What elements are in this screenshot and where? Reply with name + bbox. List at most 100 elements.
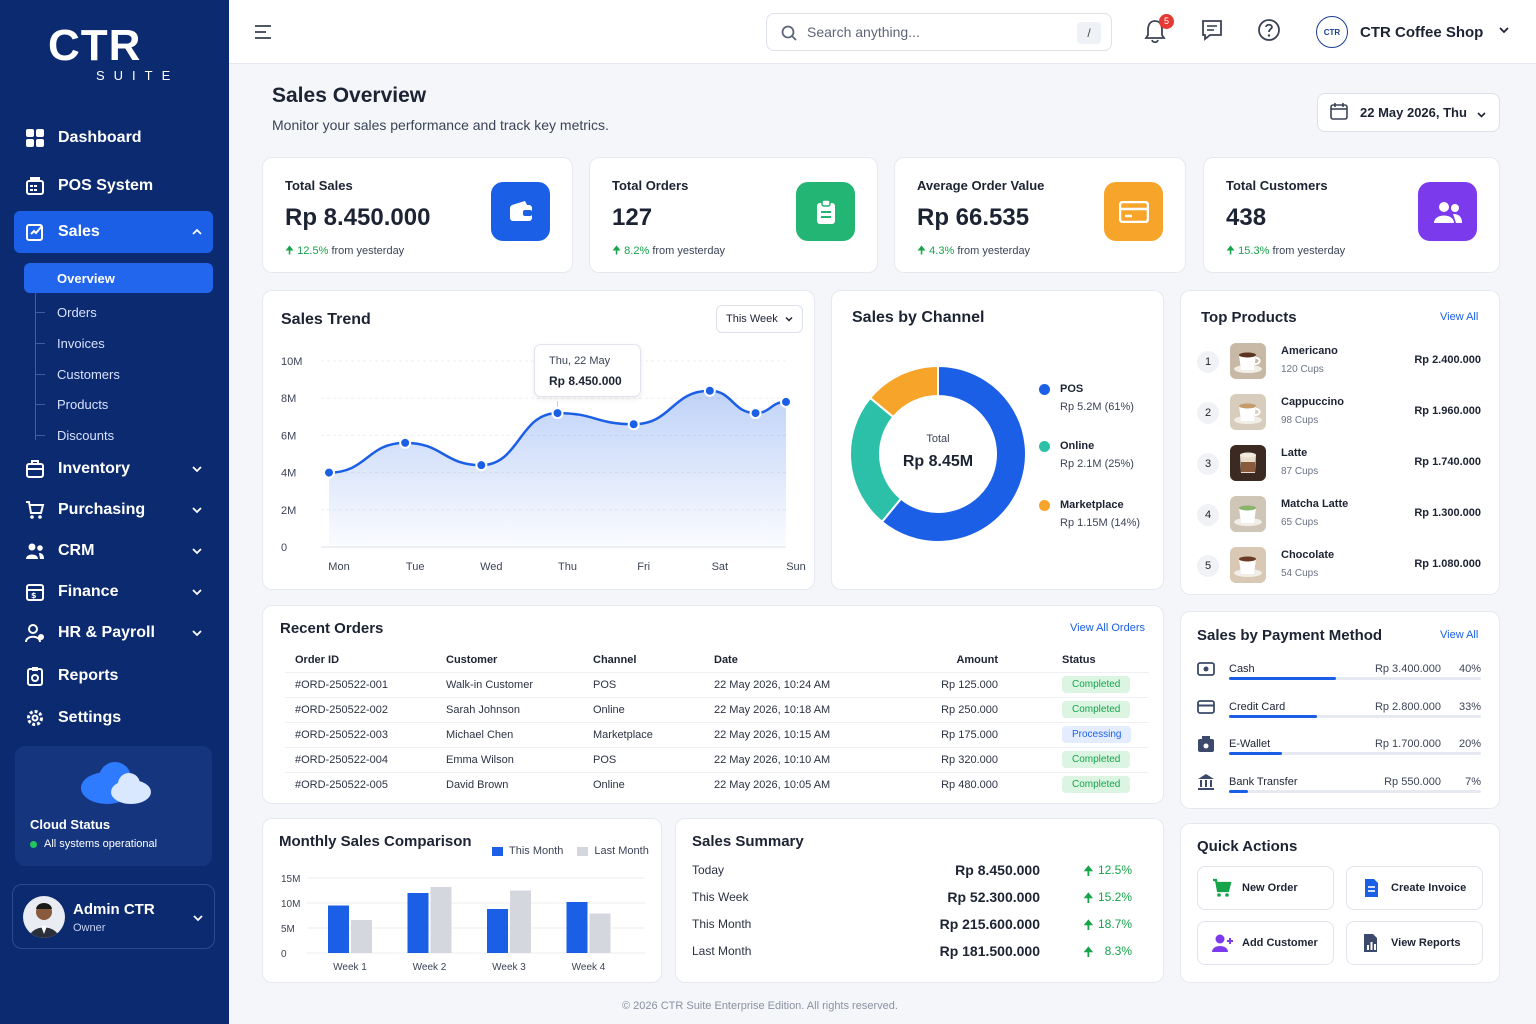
trend-point[interactable] bbox=[627, 418, 640, 431]
bar-last-month[interactable] bbox=[510, 890, 531, 954]
bar-this-month[interactable] bbox=[328, 905, 349, 954]
view-all-orders-link[interactable]: View All Orders bbox=[1070, 622, 1145, 634]
payment-percent: 40% bbox=[1458, 663, 1481, 675]
bar-this-month[interactable] bbox=[487, 909, 508, 953]
table-row[interactable]: #ORD-250522-004 Emma Wilson POS 22 May 2026… bbox=[285, 746, 1149, 772]
help-button[interactable] bbox=[1257, 18, 1285, 46]
product-row[interactable]: 2 Cappuccino 98 Cups Rp 1.960.000 bbox=[1197, 394, 1481, 434]
card-icon bbox=[1197, 698, 1215, 719]
table-cell: Rp 480.000 bbox=[870, 771, 1042, 797]
kpi-card-total-orders[interactable]: Total Orders 127 🠉 8.2% from yesterday bbox=[589, 157, 878, 273]
quick-action-label: Create Invoice bbox=[1391, 882, 1467, 894]
sales-icon bbox=[24, 221, 46, 243]
table-cell: POS bbox=[583, 746, 704, 772]
sidebar-item-finance[interactable]: $ Finance bbox=[14, 571, 213, 613]
legend-swatch bbox=[577, 846, 589, 856]
messages-button[interactable] bbox=[1200, 18, 1228, 46]
payment-row[interactable]: Cash Rp 3.400.000 40% bbox=[1197, 660, 1483, 696]
kpi-card-total-customers[interactable]: Total Customers 438 🠉 15.3% from yesterd… bbox=[1203, 157, 1500, 273]
table-row[interactable]: #ORD-250522-001 Walk-in Customer POS 22 May… bbox=[285, 671, 1149, 697]
bar-last-month[interactable] bbox=[589, 913, 611, 954]
summary-label: Today bbox=[692, 863, 725, 877]
payment-row[interactable]: Credit Card Rp 2.800.000 33% bbox=[1197, 698, 1483, 734]
sidebar-item-dashboard[interactable]: Dashboard bbox=[14, 117, 213, 159]
sidebar-item-reports[interactable]: Reports bbox=[14, 655, 213, 697]
table-cell: POS bbox=[583, 671, 704, 697]
create-invoice-button[interactable]: Create Invoice bbox=[1346, 866, 1483, 910]
view-reports-button[interactable]: View Reports bbox=[1346, 921, 1483, 965]
menu-toggle-icon[interactable] bbox=[254, 24, 272, 45]
donut-slice-pos[interactable] bbox=[880, 364, 1027, 543]
range-select[interactable]: This Week bbox=[716, 305, 803, 333]
kpi-delta-suffix: from yesterday bbox=[1272, 245, 1346, 257]
trend-point[interactable] bbox=[323, 466, 335, 479]
payment-amount: Rp 550.000 bbox=[1384, 775, 1441, 788]
new-order-button[interactable]: New Order bbox=[1197, 866, 1334, 910]
product-row[interactable]: 3 Latte 87 Cups Rp 1.740.000 bbox=[1197, 445, 1481, 485]
notification-button[interactable]: 5 bbox=[1143, 14, 1174, 46]
y-tick-label: 0 bbox=[281, 542, 287, 554]
trend-point[interactable] bbox=[475, 459, 488, 472]
sidebar-item-hr-payroll[interactable]: HR & Payroll bbox=[14, 612, 213, 654]
add-customer-button[interactable]: Add Customer bbox=[1197, 921, 1334, 965]
bar-last-month[interactable] bbox=[351, 920, 372, 953]
sidebar-item-label: POS System bbox=[58, 177, 154, 194]
wallet-icon bbox=[1197, 735, 1215, 756]
brand-logo[interactable]: CTR bbox=[48, 24, 141, 68]
table-cell: #ORD-250522-003 bbox=[285, 721, 436, 747]
chevron-up-icon bbox=[191, 225, 203, 243]
sidebar-item-sales[interactable]: Sales bbox=[14, 211, 213, 253]
product-row[interactable]: 5 Chocolate 54 Cups Rp 1.080.000 bbox=[1197, 547, 1481, 587]
trend-point[interactable] bbox=[703, 384, 716, 397]
kpi-card-average-order-value[interactable]: Average Order Value Rp 66.535 🠉 4.3% fro… bbox=[894, 157, 1186, 273]
kpi-value: 127 bbox=[612, 204, 653, 231]
product-rank: 3 bbox=[1197, 453, 1219, 475]
subnav-invoices[interactable]: Invoices bbox=[24, 328, 213, 358]
product-row[interactable]: 4 Matcha Latte 65 Cups Rp 1.300.000 bbox=[1197, 496, 1481, 536]
table-cell: Completed bbox=[1042, 746, 1149, 772]
sidebar-item-settings[interactable]: Settings bbox=[14, 697, 213, 739]
table-cell: Processing bbox=[1042, 721, 1149, 747]
donut-slice-marketplace[interactable] bbox=[868, 364, 939, 419]
subnav-products[interactable]: Products bbox=[24, 389, 213, 419]
search-input[interactable]: Search anything... / bbox=[766, 13, 1112, 51]
trend-point[interactable] bbox=[749, 407, 762, 420]
date-picker[interactable]: 22 May 2026, Thu bbox=[1317, 93, 1500, 132]
subnav-discounts[interactable]: Discounts bbox=[24, 420, 213, 450]
footer-text: © 2026 CTR Suite Enterprise Edition. All… bbox=[622, 1000, 898, 1012]
sidebar-item-inventory[interactable]: Inventory bbox=[14, 448, 213, 490]
sidebar-item-purchasing[interactable]: Purchasing bbox=[14, 489, 213, 531]
status-badge: Completed bbox=[1062, 751, 1131, 768]
kpi-card-total-sales[interactable]: Total Sales Rp 8.450.000 🠉 12.5% from ye… bbox=[262, 157, 573, 273]
top-products-view-all[interactable]: View All bbox=[1440, 311, 1479, 323]
bar-this-month[interactable] bbox=[566, 902, 588, 953]
sidebar-item-label: HR & Payroll bbox=[58, 624, 155, 641]
sidebar-item-label: CRM bbox=[58, 542, 95, 559]
trend-point[interactable] bbox=[780, 395, 792, 408]
table-row[interactable]: #ORD-250522-002 Sarah Johnson Online 22 May… bbox=[285, 696, 1149, 722]
cart-icon bbox=[24, 499, 46, 521]
trend-point[interactable] bbox=[399, 436, 412, 449]
bar-last-month[interactable] bbox=[430, 887, 452, 953]
subnav-customers[interactable]: Customers bbox=[24, 359, 213, 389]
product-amount: Rp 1.080.000 bbox=[1414, 558, 1481, 570]
sidebar-item-crm[interactable]: CRM bbox=[14, 530, 213, 572]
table-row[interactable]: #ORD-250522-003 Michael Chen Marketplace 22… bbox=[285, 721, 1149, 747]
sidebar-item-pos[interactable]: POS System bbox=[14, 165, 213, 207]
table-row[interactable]: #ORD-250522-005 David Brown Online 22 May 2… bbox=[285, 771, 1149, 797]
pos-icon bbox=[24, 175, 46, 197]
payment-view-all[interactable]: View All bbox=[1440, 629, 1479, 641]
subnav-orders[interactable]: Orders bbox=[24, 297, 213, 327]
subnav-overview[interactable]: Overview bbox=[24, 263, 213, 293]
quick-actions-card: Quick Actions New Order Create Invoice A… bbox=[1180, 823, 1500, 983]
trend-point[interactable] bbox=[551, 407, 564, 420]
payment-row[interactable]: Bank Transfer Rp 550.000 7% bbox=[1197, 773, 1483, 809]
bar-this-month[interactable] bbox=[407, 893, 429, 953]
users-icon bbox=[1418, 182, 1477, 241]
shop-switcher[interactable]: CTR CTR Coffee Shop bbox=[1316, 16, 1510, 48]
subnav-label: Discounts bbox=[57, 427, 115, 443]
product-row[interactable]: 1 Americano 120 Cups Rp 2.400.000 bbox=[1197, 343, 1481, 383]
y-tick-label: 6M bbox=[281, 430, 296, 442]
user-profile[interactable]: Admin CTR Owner bbox=[12, 884, 215, 949]
payment-row[interactable]: E-Wallet Rp 1.700.000 20% bbox=[1197, 735, 1483, 771]
